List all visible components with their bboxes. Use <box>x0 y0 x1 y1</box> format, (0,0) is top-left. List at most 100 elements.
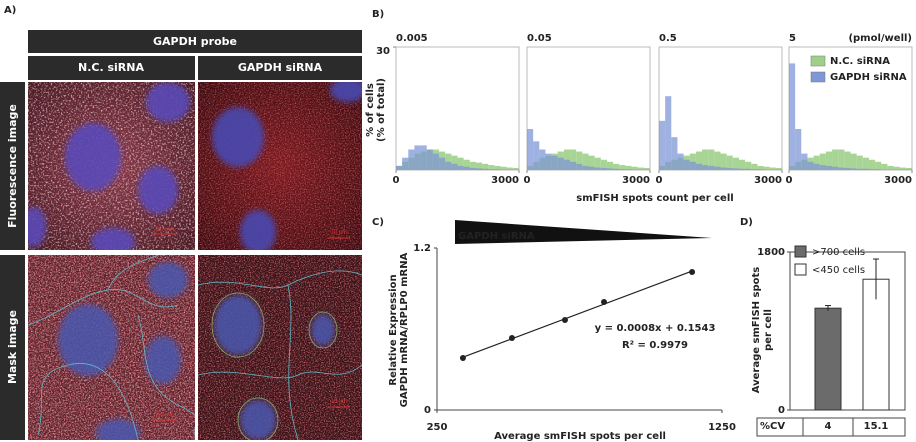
point <box>561 316 568 323</box>
histogram-bar <box>775 167 782 170</box>
annotation: R² = 0.9979 <box>622 340 688 351</box>
point <box>689 269 696 276</box>
histogram-bar <box>396 165 403 170</box>
legend-label: <450 cells <box>812 265 865 276</box>
x-tick-label: 0 <box>786 175 793 186</box>
histogram-bar <box>850 168 857 170</box>
histogram-bar <box>576 151 583 170</box>
plot-frame <box>789 251 906 411</box>
histogram-bar <box>625 169 632 170</box>
row-header-box <box>0 82 25 250</box>
histogram-bar <box>844 167 851 170</box>
histogram-bar <box>825 165 833 170</box>
table-cell: 4 <box>825 421 832 432</box>
y-tick-label: 30 <box>376 46 390 57</box>
histogram-bar <box>708 165 715 170</box>
histogram-bar <box>695 163 703 170</box>
histogram-bar <box>708 149 715 170</box>
histogram-bar <box>451 163 458 170</box>
y-axis-label: Relative Expression <box>388 274 399 385</box>
histogram-bar <box>868 159 876 170</box>
point <box>459 355 466 362</box>
histogram-bar <box>588 166 595 170</box>
table-header: %CV <box>760 421 785 432</box>
histogram-bar <box>702 149 709 170</box>
histogram-bar <box>832 149 839 170</box>
histogram-bar <box>905 167 912 170</box>
column-header-box <box>198 56 362 80</box>
legend-label: >700 cells <box>812 247 865 258</box>
column-header: N.C. siRNA <box>78 61 144 74</box>
histogram-bar <box>807 161 814 170</box>
histogram-bar <box>527 129 534 170</box>
histogram-bar <box>600 159 607 170</box>
facet-title: 0.05 <box>527 33 552 44</box>
row-header: Fluorescence image <box>6 104 19 228</box>
histogram-bar <box>795 129 802 170</box>
histogram-bar <box>469 167 476 170</box>
annotation: y = 0.0008x + 0.1543 <box>595 323 716 334</box>
fluorescence-image: 10 µm <box>198 82 362 250</box>
histogram-bar <box>594 167 601 170</box>
histogram-bar <box>500 166 507 170</box>
scale-bar-label: 10 µm <box>157 413 173 419</box>
x-axis-label: smFISH spots count per cell <box>576 193 733 204</box>
y-axis-label: per cell <box>763 309 774 351</box>
histogram-bar <box>838 149 845 170</box>
x-tick-label: 3000 <box>491 175 519 186</box>
histogram-bar <box>745 168 752 170</box>
legend-swatch <box>810 71 826 83</box>
header: GAPDH probe <box>153 35 237 48</box>
histogram-bar <box>475 162 483 170</box>
histogram-bar <box>689 161 696 170</box>
histogram-bar <box>588 155 595 170</box>
legend-swatch <box>794 263 807 276</box>
histogram-bar <box>695 151 703 170</box>
histogram-bar <box>801 153 808 170</box>
histogram-bar <box>643 167 650 170</box>
y-tick-label: 0 <box>778 405 785 416</box>
x-tick-label: 1250 <box>708 422 736 433</box>
histogram-bar <box>738 168 746 170</box>
histogram-bar <box>512 167 519 170</box>
histogram-bar <box>881 163 888 170</box>
point <box>601 299 608 305</box>
concentration-wedge <box>455 220 712 244</box>
histogram-bar <box>563 159 571 170</box>
histogram-bar <box>402 157 409 170</box>
histogram-bar <box>819 153 826 170</box>
histogram-bar <box>545 153 552 170</box>
histogram-bar <box>832 166 839 170</box>
histogram-bar <box>469 161 476 170</box>
y-axis-label: GAPDH mRNA/RPLP0 mRNA <box>399 252 410 407</box>
histogram-bar <box>625 165 632 170</box>
histogram-bar <box>482 168 489 170</box>
column-header: GAPDH siRNA <box>238 61 323 74</box>
legend-swatch <box>794 245 807 258</box>
histogram-bar <box>714 151 721 170</box>
histogram-bar <box>582 165 589 170</box>
histogram-bar <box>720 167 727 170</box>
histogram-bar <box>714 166 721 170</box>
panel-label: B) <box>372 9 384 20</box>
table-cell: 15.1 <box>864 421 889 432</box>
row-header-box <box>0 255 25 440</box>
facet-title: 0.5 <box>659 33 677 44</box>
scale-bar-label: 10 µm <box>331 230 347 236</box>
histogram-bar <box>463 166 470 170</box>
histogram-bar <box>726 167 733 170</box>
histogram-bar <box>570 161 577 170</box>
facet-title: 0.005 <box>396 33 428 44</box>
histogram-bar <box>463 159 470 170</box>
histogram-bar <box>631 166 638 170</box>
y-tick-label: 0 <box>424 405 431 416</box>
histogram-bar <box>813 155 820 170</box>
panel-label: D) <box>740 217 753 228</box>
histogram-bar <box>745 161 752 170</box>
y-axis-label: Average smFISH spots <box>751 267 762 394</box>
facet-frame <box>526 46 651 171</box>
mask-image: 10 µm <box>28 255 195 440</box>
histogram-bar <box>414 145 421 170</box>
facet-frame <box>658 46 783 171</box>
mask-image: 10 µm <box>198 255 362 440</box>
